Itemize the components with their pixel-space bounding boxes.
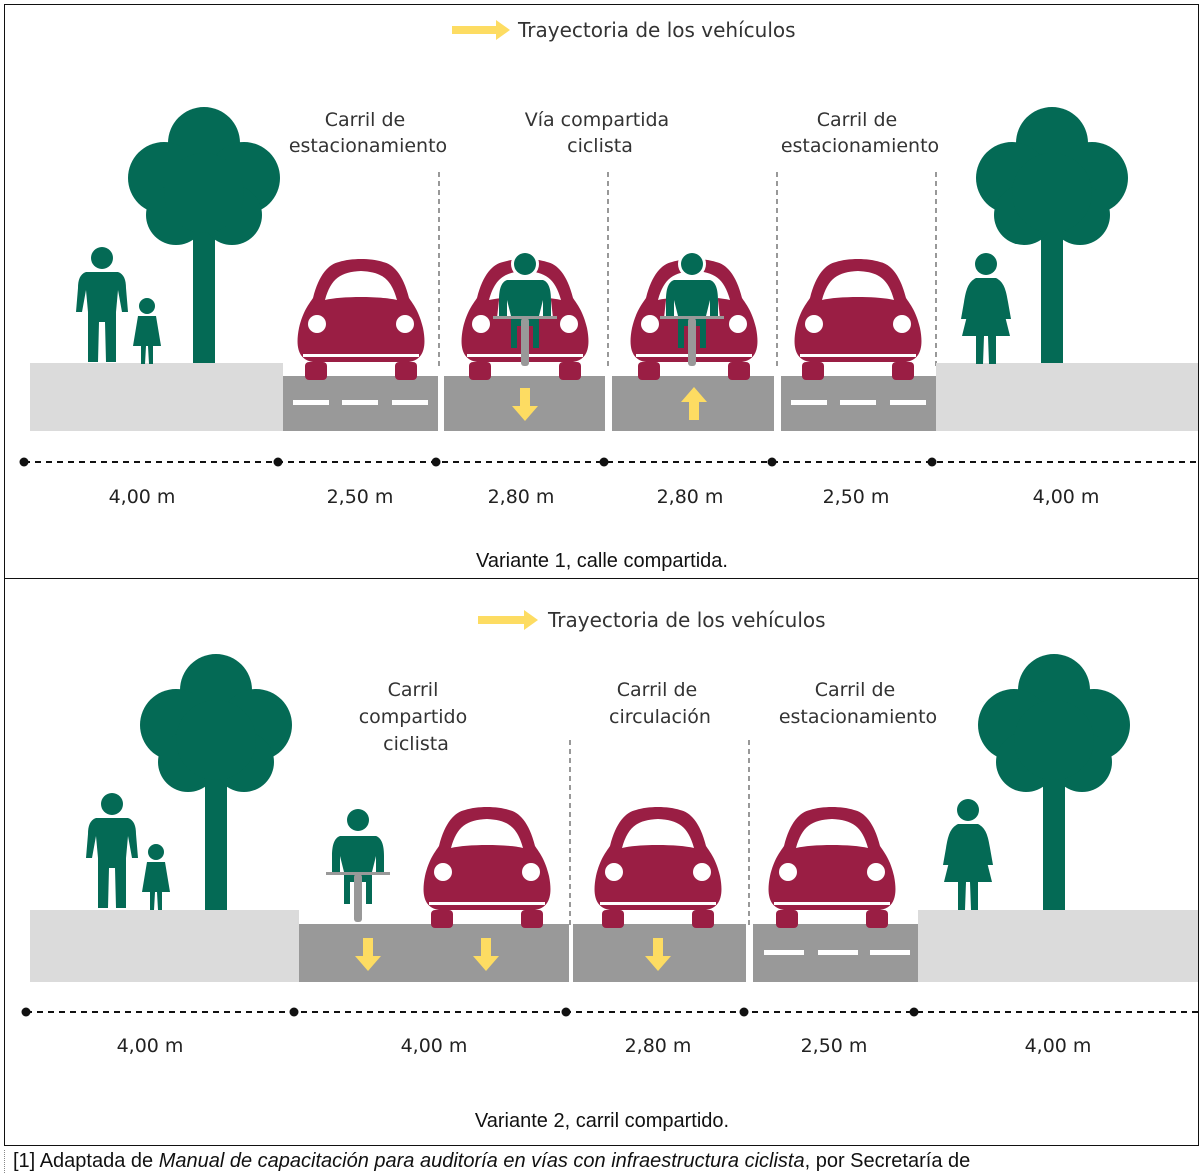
measurement-shared-cycle-lane: 4,00 m <box>401 1035 468 1056</box>
legend-label: Trayectoria de los vehículos <box>547 608 826 632</box>
variant-2-diagram: Trayectoria de los vehículos Carril comp… <box>21 608 1198 1056</box>
yellow-arrow-icon <box>478 610 538 630</box>
lane-markings-left <box>293 400 428 405</box>
sidewalk-left <box>30 363 283 431</box>
vehicle-trajectory-legend: Trayectoria de los vehículos <box>452 18 796 42</box>
lane-label-parking-right: Carril de estacionamiento <box>781 109 939 157</box>
source-footnote: [1] Adaptada de Manual de capacitación p… <box>4 1150 1199 1173</box>
car-icon-circulation <box>594 807 722 928</box>
figure-frame <box>4 4 1199 1146</box>
pedestrian-woman-icon <box>943 799 993 910</box>
measurement-parking: 2,50 m <box>801 1035 868 1056</box>
panel-divider <box>4 578 1199 579</box>
lane-separators <box>569 740 750 926</box>
sidewalk-right <box>918 910 1198 982</box>
pedestrian-adult-icon <box>76 247 128 362</box>
pedestrian-adult-icon <box>86 793 138 908</box>
measurement-parking-left: 2,50 m <box>327 486 394 508</box>
footnote-prefix: [1] Adaptada de <box>13 1150 159 1172</box>
sidewalk-left <box>30 910 299 982</box>
variant-1-caption: Variante 1, calle compartida. <box>476 550 728 572</box>
pedestrian-child-icon <box>142 844 170 910</box>
car-icon-parked <box>768 807 896 928</box>
car-icon-parked-left <box>297 259 425 380</box>
measurement-sidewalk-left: 4,00 m <box>109 486 176 508</box>
footnote-suffix: , por Secretaría de <box>804 1150 971 1172</box>
measurement-ticks <box>19 457 937 467</box>
measurement-sidewalk-right: 4,00 m <box>1033 486 1100 508</box>
car-icon-parked-right <box>794 259 922 380</box>
lane-markings-right <box>791 400 926 405</box>
measurement-shared-up: 2,80 m <box>657 486 724 508</box>
lane-label-shared-cycle: Vía compartida ciclista <box>525 109 676 157</box>
cyclist-icon <box>326 806 390 922</box>
lane-markings <box>764 950 910 955</box>
yellow-arrow-icon <box>452 20 510 40</box>
variant-1-diagram: Trayectoria de los vehículos Carril de e… <box>19 18 1198 508</box>
pedestrian-child-icon <box>133 298 161 364</box>
lane-label-shared-cycle-lane: Carril compartido ciclista <box>359 679 474 755</box>
variant-2-caption: Variante 2, carril compartido. <box>474 1110 730 1132</box>
vehicle-trajectory-legend: Trayectoria de los vehículos <box>478 608 826 632</box>
measurement-sidewalk-right: 4,00 m <box>1025 1035 1092 1056</box>
lane-shared-cycle <box>299 924 569 982</box>
measurement-sidewalk-left: 4,00 m <box>117 1035 184 1056</box>
car-icon-shared-lane <box>423 807 551 928</box>
lane-label-parking-left: Carril de estacionamiento <box>289 109 447 157</box>
measurement-shared-down: 2,80 m <box>488 486 555 508</box>
lane-label-circulation: Carril de circulación <box>609 679 711 728</box>
measurement-ticks <box>21 1007 919 1017</box>
legend-label: Trayectoria de los vehículos <box>517 18 796 42</box>
tree-icon-right <box>978 654 1130 910</box>
pedestrian-woman-icon <box>961 253 1011 364</box>
measurement-circulation: 2,80 m <box>625 1035 692 1056</box>
measurement-parking-right: 2,50 m <box>823 486 890 508</box>
lane-label-parking: Carril de estacionamiento <box>779 679 937 728</box>
footnote-title: Manual de capacitación para auditoría en… <box>158 1150 805 1172</box>
sidewalk-right <box>936 363 1198 431</box>
